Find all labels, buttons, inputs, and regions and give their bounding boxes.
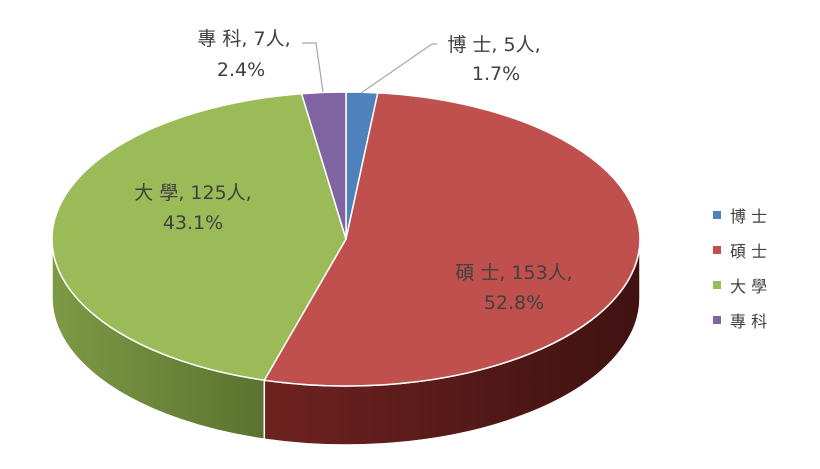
label-zhuanke-percent: 2.4% (217, 59, 265, 81)
label-daxue-count: 大 學, 125人, (134, 182, 251, 204)
legend-swatch-shuoshi (713, 246, 721, 254)
pie-slice-daxue (51, 92, 347, 382)
legend-swatch-boshi (713, 211, 721, 219)
label-boshi-percent: 1.7% (472, 63, 520, 85)
leader-line-zhuanke (302, 42, 324, 93)
label-shuoshi-percent: 52.8% (484, 292, 544, 314)
legend-label-shuoshi: 碩 士 (730, 242, 767, 261)
legend-swatch-daxue (713, 281, 721, 289)
legend-swatch-zhuanke (713, 316, 721, 324)
legend-label-zhuanke: 專 科 (730, 312, 767, 331)
pie-slice-zhuanke (300, 91, 347, 240)
legend-label-boshi: 博 士 (730, 207, 767, 226)
pie-slice-shuoshi (263, 92, 641, 387)
leader-lines (302, 42, 437, 94)
legend: 博 士 碩 士 大 學 專 科 (713, 207, 767, 331)
legend-label-daxue: 大 學 (730, 277, 767, 296)
label-zhuanke-count: 專 科, 7人, (197, 28, 290, 50)
label-daxue-percent: 43.1% (163, 212, 223, 234)
label-shuoshi-count: 碩 士, 153人, (455, 262, 572, 284)
pie-top-slices (51, 91, 641, 387)
label-boshi-count: 博 士, 5人, (447, 34, 540, 56)
leader-line-boshi (360, 43, 437, 94)
